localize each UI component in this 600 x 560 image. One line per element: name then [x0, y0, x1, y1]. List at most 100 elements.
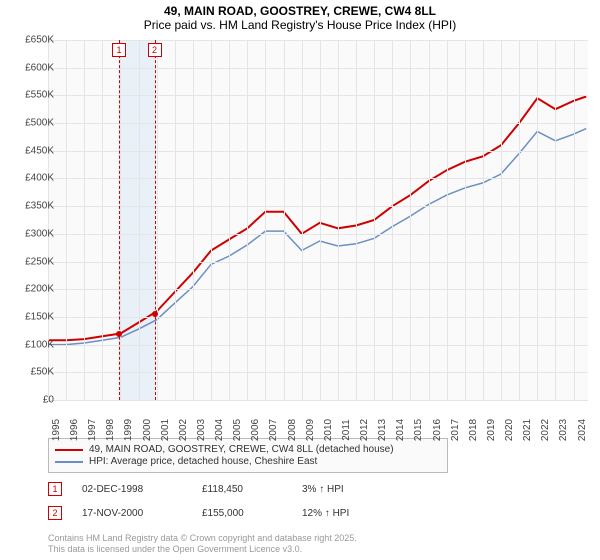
- gridline-h: [48, 234, 588, 235]
- gridline-v: [302, 40, 303, 400]
- copyright-text: Contains HM Land Registry data © Crown c…: [48, 533, 357, 556]
- gridline-v: [102, 40, 103, 400]
- sale-marker-dash: [155, 40, 156, 400]
- sale-date: 02-DEC-1998: [82, 484, 182, 495]
- y-axis-label: £650K: [10, 35, 54, 46]
- sale-marker-box: 1: [112, 43, 126, 57]
- x-axis-label: 2004: [214, 419, 225, 441]
- gridline-h: [48, 40, 588, 41]
- legend-box: 49, MAIN ROAD, GOOSTREY, CREWE, CW4 8LL …: [48, 438, 448, 473]
- y-axis-label: £300K: [10, 228, 54, 239]
- x-axis-label: 2021: [522, 419, 533, 441]
- y-axis-label: £350K: [10, 201, 54, 212]
- x-axis-label: 1998: [105, 419, 116, 441]
- x-axis-label: 1999: [123, 419, 134, 441]
- legend-label: HPI: Average price, detached house, Ches…: [89, 456, 317, 467]
- y-axis-label: £0: [10, 395, 54, 406]
- gridline-h: [48, 400, 588, 401]
- x-axis-label: 2007: [268, 419, 279, 441]
- plot-area: 12: [48, 40, 588, 400]
- y-axis-label: £50K: [10, 367, 54, 378]
- title-block: 49, MAIN ROAD, GOOSTREY, CREWE, CW4 8LL …: [0, 0, 600, 34]
- x-axis-label: 2010: [323, 419, 334, 441]
- chart-title: 49, MAIN ROAD, GOOSTREY, CREWE, CW4 8LL: [0, 4, 600, 18]
- x-axis-label: 2020: [504, 419, 515, 441]
- gridline-v: [66, 40, 67, 400]
- gridline-v: [338, 40, 339, 400]
- x-axis-label: 2014: [395, 419, 406, 441]
- gridline-h: [48, 317, 588, 318]
- gridline-h: [48, 123, 588, 124]
- y-axis-label: £500K: [10, 118, 54, 129]
- x-axis-label: 2017: [450, 419, 461, 441]
- gridline-h: [48, 262, 588, 263]
- sale-diff: 12% ↑ HPI: [302, 508, 349, 519]
- sale-point-dot: [116, 331, 122, 337]
- x-axis-label: 1996: [69, 419, 80, 441]
- gridline-v: [157, 40, 158, 400]
- sale-marker-icon: 2: [48, 506, 62, 520]
- y-axis-label: £450K: [10, 145, 54, 156]
- gridline-v: [392, 40, 393, 400]
- sale-date: 17-NOV-2000: [82, 508, 182, 519]
- gridline-v: [120, 40, 121, 400]
- sale-marker-box: 2: [148, 43, 162, 57]
- sale-price: £155,000: [202, 508, 282, 519]
- x-axis-label: 2009: [305, 419, 316, 441]
- x-axis-label: 2012: [359, 419, 370, 441]
- legend-swatch-blue: [55, 461, 83, 463]
- x-axis-label: 2024: [577, 419, 588, 441]
- sale-price: £118,450: [202, 484, 282, 495]
- gridline-h: [48, 289, 588, 290]
- gridline-v: [410, 40, 411, 400]
- gridline-h: [48, 151, 588, 152]
- x-axis-label: 2003: [196, 419, 207, 441]
- x-axis-label: 1995: [51, 419, 62, 441]
- legend-row: HPI: Average price, detached house, Ches…: [55, 456, 441, 467]
- gridline-v: [374, 40, 375, 400]
- x-axis-label: 2018: [468, 419, 479, 441]
- x-axis-label: 2006: [250, 419, 261, 441]
- sale-marker-dash: [119, 40, 120, 400]
- x-axis-label: 2000: [142, 419, 153, 441]
- x-axis-label: 2008: [287, 419, 298, 441]
- x-axis-label: 2016: [432, 419, 443, 441]
- chart-subtitle: Price paid vs. HM Land Registry's House …: [0, 18, 600, 32]
- y-axis-label: £250K: [10, 256, 54, 267]
- x-axis-label: 2001: [160, 419, 171, 441]
- sale-row: 1 02-DEC-1998 £118,450 3% ↑ HPI: [48, 482, 344, 496]
- gridline-v: [229, 40, 230, 400]
- x-axis-label: 2002: [178, 419, 189, 441]
- gridline-v: [193, 40, 194, 400]
- gridline-h: [48, 95, 588, 96]
- y-axis-label: £200K: [10, 284, 54, 295]
- gridline-v: [429, 40, 430, 400]
- gridline-v: [501, 40, 502, 400]
- x-axis-label: 1997: [87, 419, 98, 441]
- x-axis-label: 2005: [232, 419, 243, 441]
- series-line-blue: [48, 129, 586, 345]
- gridline-h: [48, 206, 588, 207]
- y-axis-label: £550K: [10, 90, 54, 101]
- gridline-v: [211, 40, 212, 400]
- gridline-v: [574, 40, 575, 400]
- x-axis-label: 2013: [377, 419, 388, 441]
- y-axis-label: £600K: [10, 62, 54, 73]
- x-axis-label: 2011: [341, 419, 352, 441]
- x-axis-label: 2015: [413, 419, 424, 441]
- gridline-v: [483, 40, 484, 400]
- gridline-v: [84, 40, 85, 400]
- gridline-v: [139, 40, 140, 400]
- gridline-h: [48, 372, 588, 373]
- gridline-v: [519, 40, 520, 400]
- series-line-red: [48, 97, 586, 341]
- chart-lines-svg: [48, 40, 588, 400]
- legend-swatch-red: [55, 449, 83, 451]
- gridline-v: [247, 40, 248, 400]
- gridline-v: [465, 40, 466, 400]
- y-axis-label: £400K: [10, 173, 54, 184]
- gridline-v: [284, 40, 285, 400]
- gridline-v: [320, 40, 321, 400]
- sale-point-dot: [152, 311, 158, 317]
- y-axis-label: £150K: [10, 311, 54, 322]
